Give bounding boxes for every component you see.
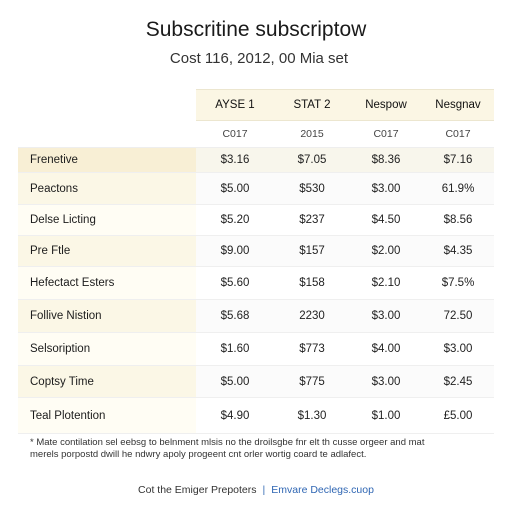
table-cell: $157 — [274, 235, 350, 267]
table-row: Teal Plotention $4.90 $1.30 $1.00 £5.00 — [18, 397, 494, 434]
table-cell: $1.00 — [350, 397, 422, 434]
footer-link[interactable]: Emvare Declegs.cuop — [271, 484, 374, 496]
column-header: Nesgnav — [422, 89, 494, 121]
footnote: * Mate contilation sel eebsg to belnment… — [30, 437, 470, 461]
table-row: Pre Ftle $9.00 $157 $2.00 $4.35 — [18, 235, 494, 267]
table-row: Follive Nistion $5.68 2230 $3.00 72.50 — [18, 299, 494, 333]
footnote-line: merels porpostd dwill he ndwry apoly pro… — [30, 449, 367, 460]
footnote-line: * Mate contilation sel eebsg to belnment… — [30, 437, 425, 448]
table-cell: $5.60 — [196, 266, 274, 300]
table-cell: $8.36 — [350, 147, 422, 173]
column-subheader: C017 — [350, 120, 422, 148]
table-cell: $2.45 — [422, 365, 494, 398]
table-cell: 61.9% — [422, 172, 494, 205]
table-cell: $7.5% — [422, 266, 494, 300]
table-cell: $5.68 — [196, 299, 274, 333]
table-row: Selsoription $1.60 $773 $4.00 $3.00 — [18, 332, 494, 366]
table-cell: £5.00 — [422, 397, 494, 434]
table-cell: $5.00 — [196, 365, 274, 398]
table-row: Peactons $5.00 $530 $3.00 61.9% — [18, 172, 494, 205]
table-cell: $9.00 — [196, 235, 274, 267]
table-cell: $4.35 — [422, 235, 494, 267]
table-cell: $1.60 — [196, 332, 274, 366]
table-cell: $237 — [274, 204, 350, 236]
table-row: Frenetive $3.16 $7.05 $8.36 $7.16 — [18, 147, 494, 173]
table-cell: $3.00 — [422, 332, 494, 366]
column-subheader: C017 — [196, 120, 274, 148]
pricing-table: AYSE 1 STAT 2 Nespow Nesgnav C017 2015 C… — [18, 89, 494, 434]
column-header: Nespow — [350, 89, 422, 121]
row-label: Hefectact Esters — [18, 266, 196, 300]
footer-separator: | — [262, 484, 266, 496]
footer: Cot the Emiger Prepoters | Emvare Declegs.… — [0, 484, 512, 496]
table-cell: $158 — [274, 266, 350, 300]
table-cell: $4.90 — [196, 397, 274, 434]
subheader-blank-cell — [18, 120, 196, 148]
table-cell: $2.10 — [350, 266, 422, 300]
row-label: Teal Plotention — [18, 397, 196, 434]
table-cell: $7.16 — [422, 147, 494, 173]
column-header: STAT 2 — [274, 89, 350, 121]
table-row: Delse Licting $5.20 $237 $4.50 $8.56 — [18, 204, 494, 236]
row-label: Selsoription — [18, 332, 196, 366]
table-cell: $775 — [274, 365, 350, 398]
table-cell: 2230 — [274, 299, 350, 333]
table-cell: $4.00 — [350, 332, 422, 366]
row-label: Pre Ftle — [18, 235, 196, 267]
table-cell: $5.20 — [196, 204, 274, 236]
page-subtitle: Cost 116, 2012, 00 Mia set — [169, 50, 349, 67]
table-cell: $7.05 — [274, 147, 350, 173]
table-cell: $8.56 — [422, 204, 494, 236]
page-title: Subscritine subscriptow — [145, 18, 367, 41]
column-subheader: C017 — [422, 120, 494, 148]
table-header-row: AYSE 1 STAT 2 Nespow Nesgnav — [18, 89, 494, 121]
table-cell: $1.30 — [274, 397, 350, 434]
table-cell: 72.50 — [422, 299, 494, 333]
table-body: Frenetive $3.16 $7.05 $8.36 $7.16 Peactons $5.… — [18, 147, 494, 434]
footer-credit: Cot the Emiger Prepoters — [138, 484, 257, 496]
table-cell: $3.00 — [350, 299, 422, 333]
row-label: Delse Licting — [18, 204, 196, 236]
table-row: Coptsy Time $5.00 $775 $3.00 $2.45 — [18, 365, 494, 398]
table-cell: $3.00 — [350, 365, 422, 398]
table-cell: $3.16 — [196, 147, 274, 173]
table-cell: $773 — [274, 332, 350, 366]
row-label: Coptsy Time — [18, 365, 196, 398]
column-header: AYSE 1 — [196, 89, 274, 121]
row-label: Follive Nistion — [18, 299, 196, 333]
table-cell: $5.00 — [196, 172, 274, 205]
table-cell: $2.00 — [350, 235, 422, 267]
table-cell: $530 — [274, 172, 350, 205]
table-cell: $4.50 — [350, 204, 422, 236]
table-row: Hefectact Esters $5.60 $158 $2.10 $7.5% — [18, 266, 494, 300]
column-subheader: 2015 — [274, 120, 350, 148]
table-subheader-row: C017 2015 C017 C017 — [18, 120, 494, 148]
header-blank-cell — [18, 89, 196, 121]
row-label: Peactons — [18, 172, 196, 205]
row-label: Frenetive — [18, 147, 196, 173]
table-cell: $3.00 — [350, 172, 422, 205]
